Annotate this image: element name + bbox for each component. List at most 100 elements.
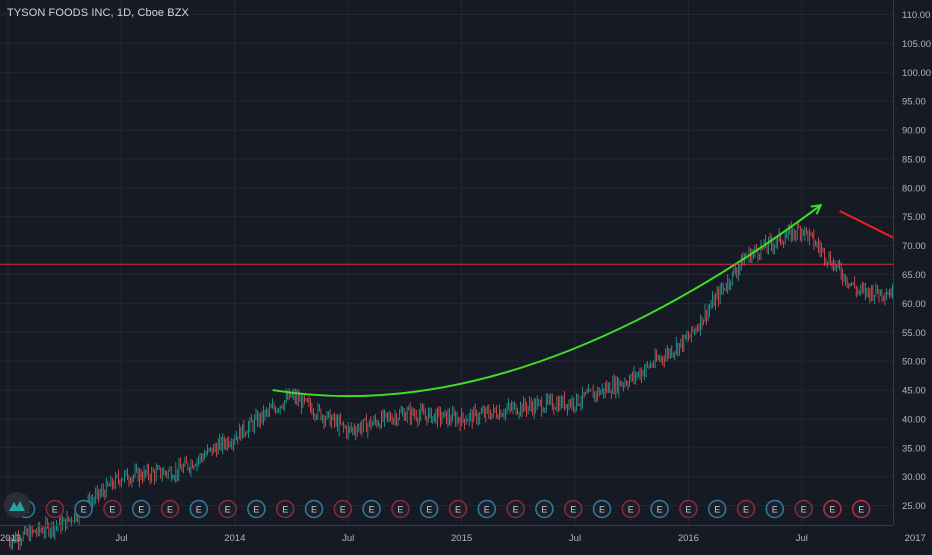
earnings-marker[interactable]: E: [362, 499, 381, 519]
price-tick-label: 70.00: [902, 241, 926, 252]
price-tick-label: 80.00: [902, 183, 926, 194]
earnings-marker-ring: [419, 499, 439, 519]
earnings-marker[interactable]: E: [765, 499, 785, 519]
price-tick-label: 100.00: [902, 68, 931, 79]
earnings-marker-ring: [103, 499, 122, 519]
earnings-marker-label: E: [397, 505, 403, 515]
earnings-marker-label: E: [426, 505, 432, 515]
earnings-marker-ring: [535, 499, 554, 519]
price-tick-label: 110.00: [902, 10, 930, 21]
earnings-marker-label: E: [109, 505, 115, 515]
earnings-marker[interactable]: E: [535, 499, 554, 519]
earnings-marker[interactable]: E: [275, 499, 295, 519]
earnings-marker-label: E: [714, 505, 720, 515]
earnings-marker-ring: [333, 499, 353, 519]
earnings-marker-label: E: [858, 505, 864, 515]
earnings-marker[interactable]: E: [333, 499, 353, 519]
earnings-marker-ring: [45, 499, 65, 519]
earnings-marker-ring: [74, 499, 93, 519]
earnings-marker-ring: [131, 499, 151, 519]
price-tick-label: 75.00: [902, 212, 926, 223]
earnings-marker-ring: [563, 499, 583, 519]
earnings-marker-ring: [448, 499, 468, 519]
earnings-marker[interactable]: E: [448, 499, 468, 519]
earnings-marker-ring: [707, 499, 727, 519]
earnings-marker[interactable]: E: [506, 499, 525, 519]
earnings-marker-ring: [362, 499, 381, 519]
price-tick-label: 65.00: [902, 270, 926, 281]
earnings-marker-ring: [679, 499, 698, 519]
earnings-marker[interactable]: E: [736, 499, 756, 519]
earnings-marker-ring: [765, 499, 785, 519]
earnings-marker-label: E: [253, 505, 259, 515]
earnings-marker-ring: [823, 499, 842, 519]
earnings-marker[interactable]: E: [304, 499, 324, 519]
earnings-marker-ring: [275, 499, 295, 519]
price-tick-label: 95.00: [902, 97, 926, 108]
price-axis-bg: [893, 0, 932, 550]
time-tick-label: 2014: [224, 533, 245, 544]
time-tick-label: 2015: [451, 533, 472, 544]
earnings-marker[interactable]: E: [74, 499, 93, 519]
earnings-marker-label: E: [340, 505, 346, 515]
earnings-marker-label: E: [570, 505, 576, 515]
earnings-marker[interactable]: E: [218, 499, 237, 519]
price-tick-label: 60.00: [902, 299, 926, 310]
earnings-marker-ring: [794, 499, 813, 519]
earnings-marker[interactable]: E: [189, 499, 209, 519]
time-axis[interactable]: 2013Jul2014Jul2015Jul2016Jul2017Jul2018J…: [0, 525, 932, 545]
earnings-marker-label: E: [801, 505, 807, 515]
earnings-marker[interactable]: E: [679, 499, 698, 519]
earnings-marker[interactable]: E: [160, 499, 180, 519]
earnings-marker[interactable]: E: [592, 499, 612, 519]
earnings-marker[interactable]: E: [103, 499, 122, 519]
price-axis[interactable]: 110.00 105.00 100.00 95.00 90.00 85.00 80.00 75…: [893, 0, 932, 550]
earnings-marker[interactable]: E: [823, 499, 842, 519]
price-tick-label: 105.00: [902, 39, 931, 50]
earnings-marker[interactable]: E: [419, 499, 439, 519]
time-tick-label: Jul: [569, 533, 581, 544]
earnings-marker-label: E: [225, 505, 231, 515]
earnings-marker-ring: [247, 499, 266, 519]
earnings-marker-label: E: [282, 505, 288, 515]
earnings-marker-ring: [506, 499, 525, 519]
earnings-marker-label: E: [628, 505, 634, 515]
earnings-marker-label: E: [657, 505, 663, 515]
earnings-marker[interactable]: E: [563, 499, 583, 519]
earnings-marker[interactable]: E: [45, 499, 65, 519]
time-tick-label: Jul: [115, 533, 127, 544]
earnings-marker-label: E: [484, 505, 490, 515]
earnings-marker[interactable]: E: [621, 499, 641, 519]
price-tick-label: 90.00: [902, 126, 926, 137]
arrowhead: [810, 203, 823, 215]
earnings-marker-label: E: [311, 505, 317, 515]
earnings-marker-ring: [304, 499, 324, 519]
earnings-marker[interactable]: E: [247, 499, 266, 519]
time-tick-label: 2013: [0, 533, 21, 544]
earnings-marker-label: E: [772, 505, 778, 515]
grid: [0, 0, 916, 525]
earnings-marker[interactable]: E: [707, 499, 727, 519]
price-tick-label: 25.00: [902, 501, 926, 512]
earnings-marker[interactable]: E: [794, 499, 813, 519]
candles: [7, 220, 932, 551]
earnings-marker-ring: [736, 499, 756, 519]
price-tick-label: 45.00: [902, 386, 926, 397]
trend-annotations: [272, 203, 932, 398]
earnings-marker-label: E: [743, 505, 749, 515]
earnings-marker[interactable]: E: [131, 499, 151, 519]
price-tick-label: 50.00: [902, 357, 926, 368]
earnings-marker[interactable]: E: [851, 499, 871, 519]
earnings-marker[interactable]: E: [391, 499, 410, 519]
time-tick-label: Jul: [796, 533, 808, 544]
last-price-line: 66.77: [0, 257, 926, 272]
time-tick-label: Jul: [342, 533, 354, 544]
earnings-marker[interactable]: E: [477, 499, 497, 519]
earnings-marker-label: E: [599, 505, 605, 515]
tradingview-logo-icon[interactable]: [4, 492, 30, 518]
earnings-marker-ring: [477, 499, 497, 519]
earnings-marker[interactable]: E: [650, 499, 669, 519]
price-tick-label: 40.00: [902, 414, 926, 425]
